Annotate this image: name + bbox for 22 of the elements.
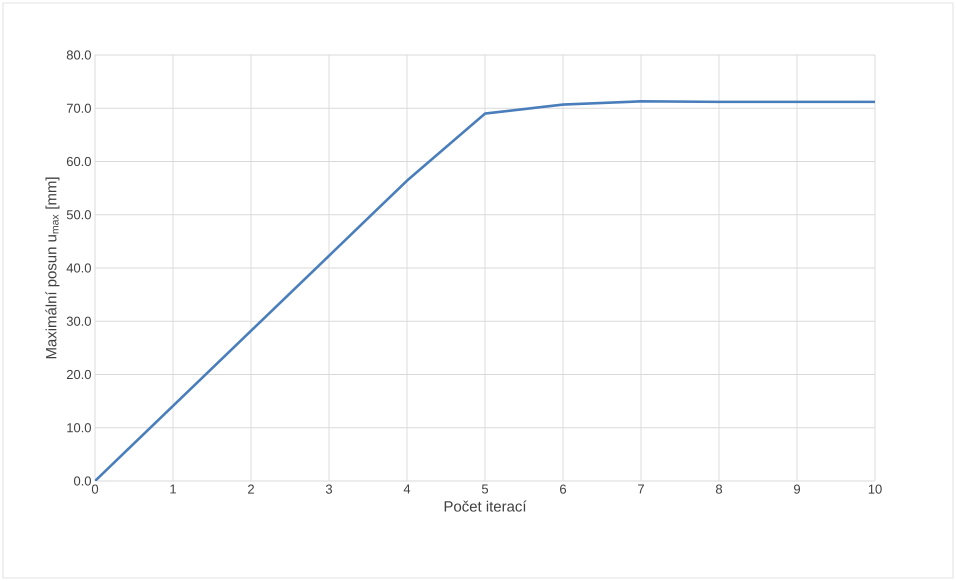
x-axis-title: Počet iterací	[444, 500, 526, 512]
x-tick-label: 10	[868, 484, 882, 494]
y-tick-label: 60.0	[66, 156, 91, 166]
x-tick-label: 2	[248, 484, 254, 494]
y-axis-title: Maximální posun u$_{max}$ [mm]	[45, 178, 60, 358]
y-tick-label: 10.0	[67, 423, 91, 432]
x-tick-label: 7	[638, 484, 644, 494]
y-tick-label: 80.0	[66, 50, 91, 60]
x-tick-label: 3	[326, 484, 332, 494]
y-tick-label: 50.0	[66, 210, 91, 220]
y-tick-label: 0.0	[74, 476, 91, 486]
y-tick-label: 70.0	[66, 104, 91, 113]
y-tick-label: 20.0	[66, 370, 91, 380]
x-tick-label: 1	[170, 484, 176, 494]
x-tick-label: 5	[482, 484, 488, 494]
x-tick-label: 8	[716, 484, 722, 494]
y-tick-label: 40.0	[66, 263, 91, 273]
x-tick-label: 0	[92, 484, 98, 494]
y-tick-label: 30.0	[66, 316, 91, 326]
x-tick-label: 6	[560, 484, 566, 494]
x-tick-label: 9	[794, 484, 800, 494]
x-tick-label: 4	[404, 484, 410, 494]
